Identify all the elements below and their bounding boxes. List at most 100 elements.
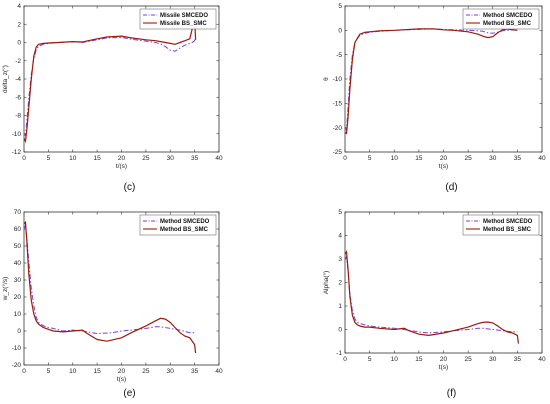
- chart-panel-0: 0 5 10 15 20 25 30 35 40 -12 -10 -8 -6 -4 -2 0 2 4 t/(s) de…: [1, 3, 223, 193]
- y-tick-label: -10: [12, 131, 22, 138]
- x-tick-label: 10: [69, 155, 77, 162]
- y-tick-label: 60: [14, 226, 22, 233]
- x-axis-label: t/(s): [116, 163, 127, 170]
- x-axis-label: t(s): [117, 376, 126, 383]
- x-tick-label: 35: [191, 368, 199, 375]
- legend-entry: Missile SMCEDO: [160, 13, 208, 19]
- x-tick-label: 0: [22, 155, 26, 162]
- legend-entry: Missile BS_SMC: [160, 21, 207, 27]
- y-tick-label: 5: [338, 3, 342, 10]
- x-tick-label: 10: [391, 356, 399, 363]
- chart-panel-3: 0 5 10 15 20 25 30 35 40-1012345t(s)Alpha(°)Meth…: [322, 209, 546, 399]
- x-tick-label: 5: [47, 368, 51, 375]
- y-tick-label: -25: [333, 149, 343, 156]
- x-tick-label: 15: [94, 368, 102, 375]
- x-tick-label: 15: [415, 356, 423, 363]
- series-line-1: [24, 17, 197, 144]
- legend-entry: Method BS_SMC: [483, 227, 532, 233]
- y-tick-label: 0: [338, 327, 342, 334]
- x-tick-label: 25: [465, 155, 473, 162]
- y-tick-label: -6: [15, 94, 21, 101]
- series-line-0: [24, 223, 195, 335]
- y-tick-label: 20: [14, 294, 22, 301]
- x-tick-label: 0: [22, 368, 26, 375]
- y-tick-label: 50: [14, 243, 22, 250]
- x-axis-label: t(s): [439, 364, 448, 371]
- x-tick-label: 40: [215, 155, 223, 162]
- x-tick-label: 35: [191, 155, 199, 162]
- x-tick-label: 30: [489, 155, 497, 162]
- x-tick-label: 30: [167, 155, 175, 162]
- y-tick-label: 10: [14, 311, 22, 318]
- legend-entry: Method BS_SMC: [483, 21, 532, 27]
- y-tick-label: -4: [15, 76, 21, 83]
- legend: [139, 214, 217, 236]
- x-tick-label: 35: [514, 356, 522, 363]
- y-tick-label: -10: [12, 345, 22, 352]
- chart-panel-2: 0 5 10 15 20 25 30 35 40 -20 -10 0 10 20 30 40 50 60 70 t(s…: [1, 209, 223, 399]
- y-tick-label: -20: [333, 125, 343, 132]
- legend: [462, 8, 540, 30]
- y-tick-label: -12: [12, 149, 22, 156]
- x-tick-label: 5: [368, 356, 372, 363]
- x-tick-label: 25: [142, 368, 150, 375]
- y-tick-label: 4: [338, 233, 342, 240]
- y-tick-label: -10: [333, 76, 343, 83]
- series-line-1: [345, 250, 519, 344]
- x-tick-label: 35: [514, 155, 522, 162]
- legend-entry: Method SMCEDO: [483, 219, 533, 225]
- plot-frame: [23, 5, 220, 153]
- y-tick-label: -1: [336, 350, 342, 357]
- chart-panel-1: 0 5 10 15 20 25 30 35 40 -25 -20 -15 -10 -5 0 5 t(s) θ Met…: [323, 3, 546, 193]
- x-tick-label: 40: [215, 368, 223, 375]
- x-tick-label: 10: [391, 155, 399, 162]
- x-axis-label: t(s): [439, 163, 448, 170]
- x-tick-label: 25: [142, 155, 150, 162]
- legend-entry: Method SMCEDO: [483, 13, 533, 19]
- y-axis-label: θ: [323, 77, 330, 81]
- x-tick-label: 20: [118, 155, 126, 162]
- y-axis-label: Alpha(°): [322, 271, 330, 295]
- x-tick-label: 20: [440, 155, 448, 162]
- legend: [462, 214, 540, 236]
- x-tick-label: 30: [489, 356, 497, 363]
- y-tick-label: 3: [338, 256, 342, 263]
- y-tick-label: -5: [336, 52, 342, 59]
- panel-caption: (e): [123, 388, 135, 399]
- legend: [139, 8, 217, 30]
- y-tick-label: 0: [17, 328, 21, 335]
- x-tick-label: 15: [94, 155, 102, 162]
- panel-caption: (f): [447, 388, 456, 399]
- y-tick-label: 4: [17, 3, 21, 10]
- x-tick-label: 30: [167, 368, 175, 375]
- y-tick-label: 1: [338, 303, 342, 310]
- y-axis-label: delta_z(°): [1, 65, 9, 93]
- x-tick-label: 5: [47, 155, 51, 162]
- x-tick-label: 10: [69, 368, 77, 375]
- series-line-1: [345, 28, 518, 135]
- y-tick-label: 5: [338, 209, 342, 216]
- plot-frame: [23, 211, 220, 366]
- panel-caption: (c): [124, 182, 136, 193]
- y-tick-label: 0: [338, 28, 342, 35]
- y-tick-label: 0: [17, 40, 21, 47]
- x-tick-label: 20: [118, 368, 126, 375]
- y-tick-label: -2: [15, 58, 21, 65]
- x-tick-label: 5: [368, 155, 372, 162]
- x-tick-label: 15: [415, 155, 423, 162]
- y-tick-label: 70: [14, 209, 22, 216]
- legend-entry: Method SMCEDO: [160, 219, 210, 225]
- y-tick-label: 2: [17, 21, 21, 28]
- y-tick-label: -15: [333, 101, 343, 108]
- y-tick-label: -20: [12, 362, 22, 369]
- x-tick-label: 0: [343, 155, 347, 162]
- x-tick-label: 40: [538, 356, 546, 363]
- x-tick-label: 40: [538, 155, 546, 162]
- series-line-1: [24, 220, 197, 354]
- legend-entry: Method BS_SMC: [160, 227, 209, 233]
- y-tick-label: 30: [14, 277, 22, 284]
- x-tick-label: 0: [343, 356, 347, 363]
- y-tick-label: -8: [15, 113, 21, 120]
- y-tick-label: 40: [14, 260, 22, 267]
